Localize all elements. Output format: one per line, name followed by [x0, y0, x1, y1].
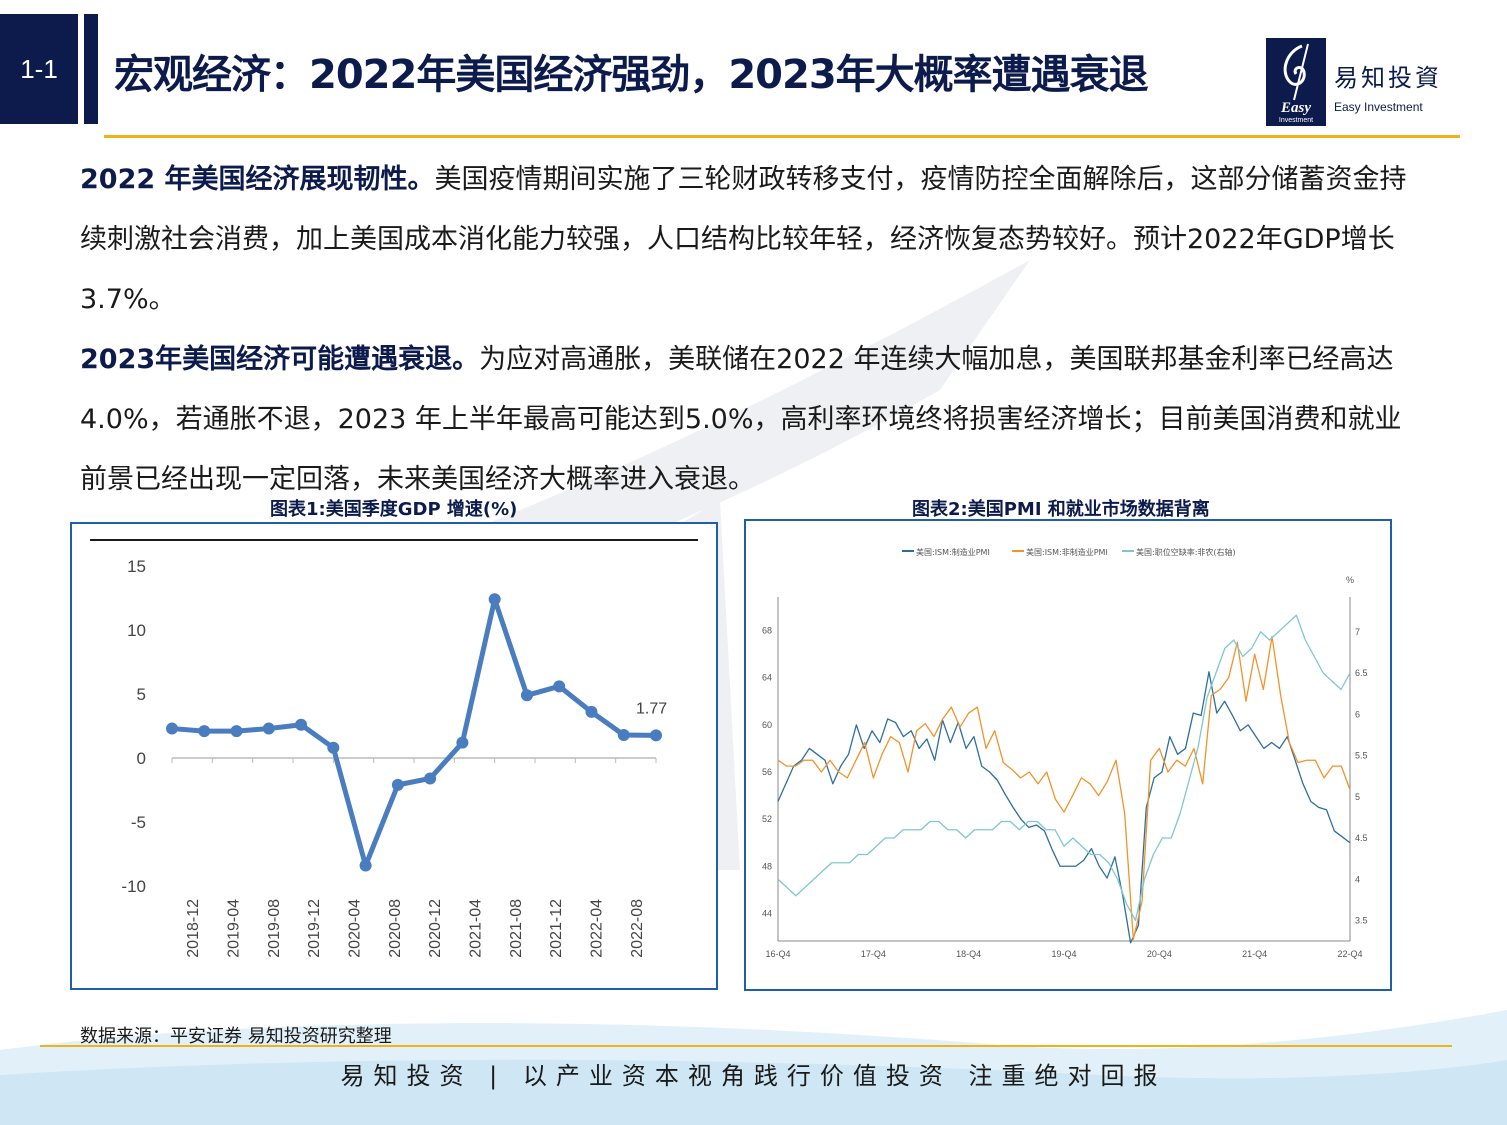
- gdp-data-point: [198, 725, 211, 738]
- chart2-right-axis-unit: %: [1346, 575, 1354, 585]
- chart2-legend-label: 美国:ISM:制造业PMI: [916, 547, 990, 557]
- chart2-x-tick-label: 21-Q4: [1242, 949, 1267, 959]
- header-divider: [104, 135, 1460, 138]
- gdp-data-point: [166, 722, 178, 735]
- chart2-right-tick-label: 3.5: [1355, 916, 1368, 926]
- chart2-right-tick-label: 7: [1355, 627, 1360, 637]
- chart2-right-tick-label: 6.5: [1355, 668, 1368, 678]
- pmi-employment-chart: 美国:ISM:制造业PMI 美国:ISM:非制造业PMI 美国:职位空缺率:非农(右…: [762, 547, 1368, 959]
- chart2-legend-label: 美国:ISM:非制造业PMI: [1026, 547, 1108, 557]
- chart1-x-tick-label: 2020-12: [427, 899, 444, 958]
- chart2-series-line: [777, 614, 1351, 922]
- gdp-data-point: [520, 689, 533, 702]
- chart1-x-tick-label: 2022-08: [629, 899, 646, 958]
- paragraph-2-lead: 2023年美国经济可能遭遇衰退。: [80, 344, 480, 375]
- logo-mark-icon: Easy Investment: [1279, 43, 1313, 124]
- chart1-x-tick-label: 2021-04: [468, 899, 485, 958]
- chart2-left-tick-label: 44: [762, 908, 772, 918]
- chart1-x-tick-label: 2021-12: [548, 899, 565, 958]
- chart2-x-tick-label: 17-Q4: [861, 949, 886, 959]
- logo-mark-text: Easy: [1280, 100, 1311, 116]
- gdp-data-point: [295, 718, 308, 731]
- chart2-right-tick-label: 4.5: [1355, 833, 1368, 843]
- chart1-x-tick-label: 2018-12: [185, 899, 202, 958]
- chart1-x-tick-label: 2022-04: [589, 899, 606, 958]
- chart1-y-tick-label: -5: [131, 813, 146, 832]
- gdp-data-point: [553, 680, 566, 693]
- chart1-y-tick-label: -10: [121, 877, 146, 896]
- paragraph-2: 2023年美国经济可能遭遇衰退。为应对高通胀，美联储在2022 年连续大幅加息，…: [80, 330, 1420, 510]
- gdp-data-point: [424, 772, 437, 785]
- gdp-data-point: [391, 778, 404, 791]
- logo-english-name: Easy Investment: [1334, 100, 1423, 114]
- data-source-note: 数据来源：平安证券 易知投资研究整理: [80, 1026, 392, 1047]
- chart2-left-tick-label: 52: [762, 814, 772, 824]
- chart1-x-tick-label: 2019-12: [306, 899, 323, 958]
- section-number: 1-1: [20, 53, 58, 84]
- gdp-data-point: [262, 722, 275, 735]
- footer-divider: [40, 1045, 1452, 1047]
- chart2-x-tick-label: 18-Q4: [956, 949, 981, 959]
- paragraph-1-lead: 2022 年美国经济展现韧性。: [80, 164, 435, 195]
- body-text: 2022 年美国经济展现韧性。美国疫情期间实施了三轮财政转移支付，疫情防控全面解…: [80, 150, 1420, 510]
- chart1-x-tick-label: 2020-08: [387, 899, 404, 958]
- chart2-x-tick-label: 19-Q4: [1051, 949, 1076, 959]
- gdp-data-point: [585, 705, 598, 718]
- paragraph-1-text: 美国疫情期间实施了三轮财政转移支付，疫情防控全面解除后，这部分储蓄资金持续刺激社…: [80, 164, 1407, 315]
- chart2-legend-label: 美国:职位空缺率:非农(右轴): [1136, 547, 1236, 557]
- chart2-x-tick-label: 22-Q4: [1337, 949, 1362, 959]
- gdp-data-label: 1.77: [636, 700, 667, 717]
- figure-2-frame: 美国:ISM:制造业PMI 美国:ISM:非制造业PMI 美国:职位空缺率:非农(右…: [744, 519, 1392, 991]
- chart2-x-tick-label: 16-Q4: [765, 949, 790, 959]
- chart2-left-tick-label: 48: [762, 861, 772, 871]
- page-title: 宏观经济：2022年美国经济强劲，2023年大概率遭遇衰退: [114, 52, 1149, 98]
- gdp-data-point: [488, 593, 501, 606]
- chart1-y-tick-label: 10: [127, 621, 146, 640]
- chart1-y-tick-label: 15: [127, 557, 146, 576]
- logo-name: 易知投資: [1334, 64, 1442, 92]
- chart2-x-tick-label: 20-Q4: [1147, 949, 1172, 959]
- chart1-y-tick-label: 5: [137, 685, 146, 704]
- chart1-y-tick-label: 0: [137, 749, 146, 768]
- chart1-x-tick-label: 2019-08: [266, 899, 283, 958]
- chart1-x-tick-label: 2019-04: [226, 899, 243, 958]
- chart2-series-line: [777, 671, 1351, 944]
- gdp-data-point: [650, 729, 662, 742]
- chart2-left-tick-label: 68: [762, 626, 772, 636]
- figure-2-title: 图表2:美国PMI 和就业市场数据背离: [912, 499, 1210, 520]
- gdp-data-point: [456, 736, 469, 749]
- chart2-left-tick-label: 56: [762, 767, 772, 777]
- chart1-x-tick-label: 2020-04: [347, 899, 364, 958]
- chart1-x-tick-label: 2021-08: [508, 899, 525, 958]
- chart2-left-tick-label: 64: [762, 673, 772, 683]
- header-accent-bar: [84, 14, 98, 124]
- gdp-series-line: [171, 596, 657, 869]
- gdp-data-point: [230, 725, 243, 738]
- gdp-growth-chart: 15 10 5 0 -5 -10 2018-12 2019-04 2019-08 2019-12 2…: [90, 539, 698, 958]
- figure-1-title: 图表1:美国季度GDP 增速(%): [270, 499, 518, 520]
- paragraph-2-text: 为应对高通胀，美联储在2022 年连续大幅加息，美国联邦基金利率已经高达4.0%…: [80, 344, 1402, 495]
- chart2-right-tick-label: 4: [1355, 874, 1360, 884]
- chart2-left-tick-label: 60: [762, 720, 772, 730]
- logo-mark-subtext: Investment: [1279, 117, 1313, 124]
- gdp-data-point: [327, 741, 340, 754]
- gdp-data-point: [359, 859, 372, 872]
- section-number-badge: 1-1: [0, 14, 78, 124]
- footer-slogan: 易知投资 | 以产业资本视角践行价值投资 注重绝对回报: [340, 1062, 1167, 1090]
- figure-1-frame: 15 10 5 0 -5 -10 2018-12 2019-04 2019-08 2019-12 2…: [70, 522, 718, 990]
- chart2-right-tick-label: 6: [1355, 709, 1360, 719]
- company-logo: Easy Investment: [1266, 38, 1326, 126]
- footer-wave-decoration: [0, 1010, 1507, 1125]
- paragraph-1: 2022 年美国经济展现韧性。美国疫情期间实施了三轮财政转移支付，疫情防控全面解…: [80, 150, 1420, 330]
- chart2-right-tick-label: 5.5: [1355, 751, 1368, 761]
- gdp-data-point: [617, 728, 630, 741]
- chart2-right-tick-label: 5: [1355, 792, 1360, 802]
- chart2-series-line: [777, 635, 1351, 941]
